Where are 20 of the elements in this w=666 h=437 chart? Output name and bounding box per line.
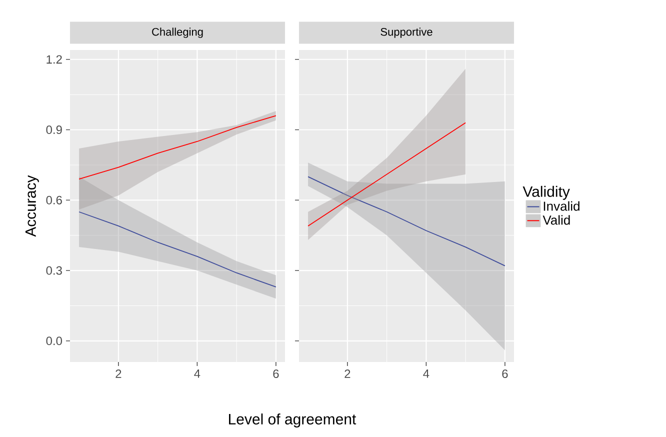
legend-title: Validity <box>522 186 570 200</box>
legend-label: Invalid <box>544 201 580 211</box>
x-tick-label: 2 <box>344 370 350 378</box>
chart-title: Challeging <box>152 28 203 38</box>
y-tick-label: 1.2 <box>46 55 62 64</box>
chart-title: Supportive <box>380 28 432 38</box>
x-tick-label: 6 <box>273 370 279 378</box>
x-axis-title: Level of agreement <box>229 413 356 428</box>
line-series <box>78 211 276 288</box>
x-tick-label: 4 <box>423 370 430 378</box>
line-series <box>78 115 276 180</box>
x-tick-label: 2 <box>116 370 122 378</box>
x-tick-label: 4 <box>194 370 200 378</box>
y-tick-label: 0.3 <box>46 266 62 275</box>
y-tick-label: 0.0 <box>46 336 62 346</box>
y-axis-title: Accuracy <box>25 175 39 237</box>
legend-label: Valid <box>542 215 570 225</box>
y-tick-label: 0.6 <box>46 196 62 204</box>
y-tick-label: 0.9 <box>46 126 62 134</box>
x-tick-label: 6 <box>502 370 508 378</box>
